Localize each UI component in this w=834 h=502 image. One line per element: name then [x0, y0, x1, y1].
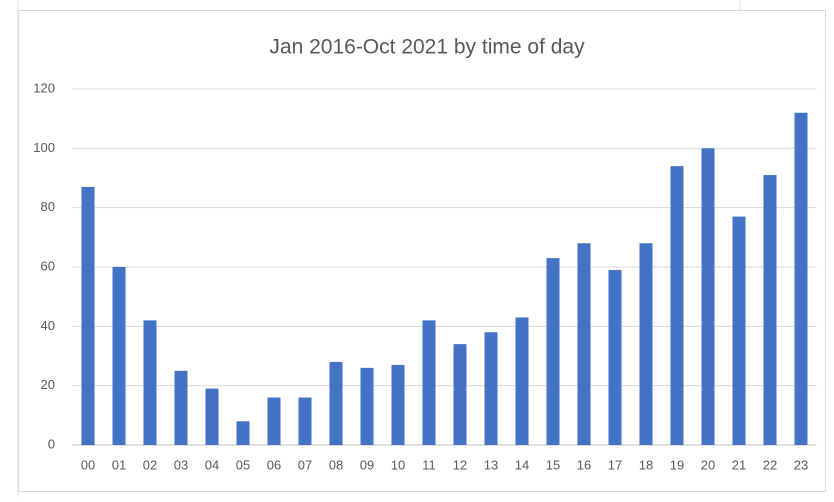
x-tick-label: 03 — [174, 457, 188, 472]
y-tick-label: 80 — [41, 199, 55, 214]
y-tick-label: 120 — [33, 80, 55, 95]
bar — [763, 175, 777, 446]
x-tick-label: 22 — [763, 457, 777, 472]
x-tick-label: 11 — [422, 457, 436, 472]
x-tick-label: 19 — [670, 457, 684, 472]
x-tick-label: 00 — [81, 457, 95, 472]
y-tick-label: 40 — [41, 318, 55, 333]
x-tick-label: 18 — [639, 457, 653, 472]
x-tick-label: 06 — [267, 457, 281, 472]
x-tick-label: 16 — [577, 457, 591, 472]
x-tick-label: 13 — [484, 457, 498, 472]
x-tick-label: 05 — [236, 457, 250, 472]
x-tick-label: 09 — [360, 457, 374, 472]
x-tick-label: 07 — [298, 457, 312, 472]
bar — [608, 269, 622, 445]
x-tick-label: 15 — [546, 457, 560, 472]
bar — [360, 367, 374, 445]
bar — [732, 216, 746, 445]
bar — [453, 344, 467, 445]
x-tick-label: 21 — [732, 457, 746, 472]
bar — [546, 258, 560, 445]
x-tick-label: 20 — [701, 457, 715, 472]
bar — [112, 267, 126, 445]
chart-area — [18, 10, 826, 492]
y-tick-label: 100 — [33, 140, 55, 155]
bar — [143, 320, 157, 445]
x-tick-label: 04 — [205, 457, 219, 472]
x-tick-label: 23 — [794, 457, 808, 472]
y-tick-label: 60 — [41, 258, 55, 273]
x-tick-label: 12 — [453, 457, 467, 472]
bar — [81, 186, 95, 445]
x-tick-label: 14 — [515, 457, 529, 472]
x-tick-label: 10 — [391, 457, 405, 472]
bar — [701, 148, 715, 446]
x-tick-label: 17 — [608, 457, 622, 472]
bar — [577, 243, 591, 445]
bar — [298, 397, 312, 445]
bar — [670, 166, 684, 445]
chart-title: Jan 2016-Oct 2021 by time of day — [269, 36, 585, 59]
bar — [639, 243, 653, 445]
bar — [267, 397, 281, 445]
x-tick-label: 08 — [329, 457, 343, 472]
x-tick-label: 02 — [143, 457, 157, 472]
bar — [484, 332, 498, 445]
y-tick-label: 0 — [48, 436, 55, 451]
bar — [794, 112, 808, 445]
bar — [329, 361, 343, 445]
bar — [174, 370, 188, 445]
y-tick-label: 20 — [41, 377, 55, 392]
bar — [236, 421, 250, 445]
bar — [205, 388, 219, 445]
x-tick-label: 01 — [112, 457, 126, 472]
bar — [515, 317, 529, 445]
bar — [422, 320, 436, 445]
bar — [391, 364, 405, 445]
